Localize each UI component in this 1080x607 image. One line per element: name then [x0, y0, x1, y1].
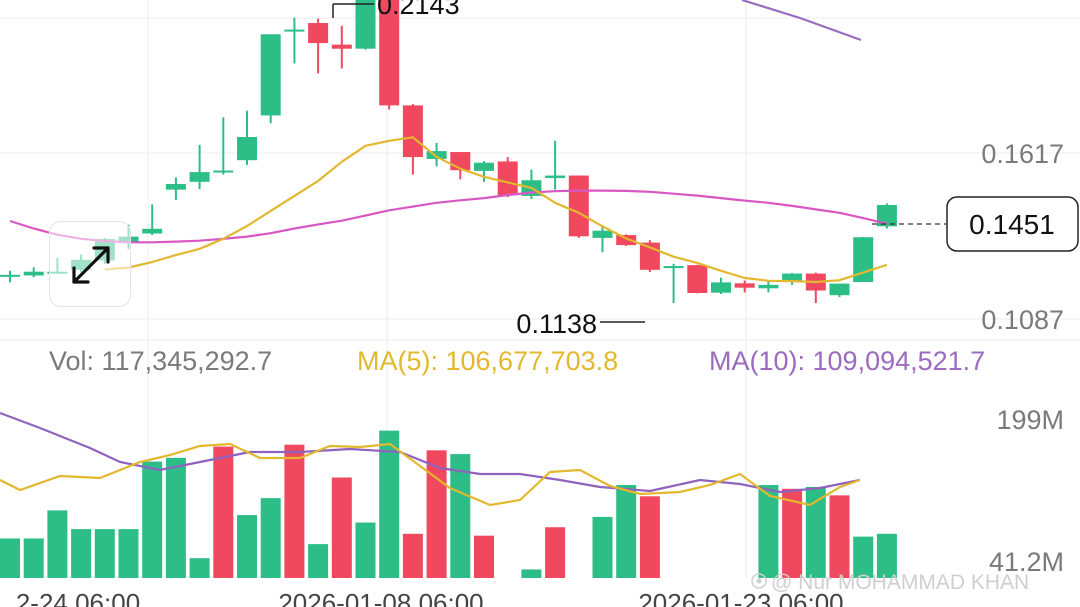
vol-ma5-info: MA(5): 106,677,703.8 — [357, 346, 618, 376]
ma5-line — [104, 136, 888, 284]
candle-body — [829, 283, 850, 296]
volume-bar — [47, 510, 68, 578]
volume-ma-layer — [0, 411, 861, 507]
candle-body — [379, 0, 400, 106]
volume-bar — [142, 461, 163, 578]
volume-bar — [94, 529, 115, 578]
candle-body — [426, 151, 447, 159]
ma-long-line — [741, 0, 862, 42]
volume-bar — [355, 522, 376, 578]
volume-bar — [118, 529, 139, 578]
candle-body — [687, 265, 708, 294]
candle-body — [331, 44, 352, 49]
moving-averages-layer — [9, 0, 888, 284]
volume-bar — [189, 558, 210, 578]
candle-body — [355, 0, 376, 49]
volume-bar — [782, 488, 803, 578]
volume-bar — [876, 533, 897, 578]
watermark: @ Nur MOHAMMAD KHAN — [751, 571, 1029, 594]
candle-body — [142, 228, 163, 234]
volume-tick-label: 199M — [996, 405, 1064, 435]
volume-bar — [829, 495, 850, 578]
time-tick-label: 2026-01-23 06:00 — [638, 588, 843, 607]
candle-body — [616, 235, 637, 246]
time-tick-label: 2-24 06:00 — [16, 588, 140, 607]
low-price-label: 0.1138 — [516, 309, 597, 339]
candle-body — [782, 273, 803, 282]
candle-body — [474, 162, 494, 171]
candle-body — [165, 184, 186, 190]
volume-bar — [237, 515, 257, 578]
volume-bar — [23, 538, 44, 578]
candle-body — [663, 266, 684, 269]
candle-body — [23, 271, 44, 276]
candle-body — [711, 282, 731, 293]
price-tick-label: 0.1617 — [981, 139, 1064, 169]
volume-bar — [853, 536, 874, 578]
volume-info: Vol: 117,345,292.7 — [49, 346, 272, 376]
volume-bar — [474, 535, 494, 578]
candle-body — [213, 170, 234, 173]
candle-body — [402, 105, 423, 158]
ma10-line — [9, 189, 888, 244]
low-marker: 0.1138 — [516, 309, 645, 339]
volume-bar — [308, 544, 329, 578]
time-tick-label: 2026-01-08 06:00 — [278, 588, 483, 607]
candle-body — [734, 283, 755, 288]
volume-bar — [805, 486, 826, 578]
candle-body — [497, 161, 518, 196]
volume-tick-label: 41.2M — [989, 547, 1064, 577]
volume-bar — [284, 444, 305, 578]
candle-body — [284, 29, 305, 32]
candle-body — [592, 230, 613, 238]
volume-bar — [165, 457, 186, 578]
volume-bar — [758, 485, 779, 578]
candle-body — [308, 23, 329, 44]
high-price-label: 0.2143 — [377, 0, 460, 20]
volume-bar — [616, 485, 637, 578]
volume-bar — [260, 498, 281, 578]
candle-body — [876, 204, 897, 227]
candle-body — [758, 284, 779, 289]
volume-bar — [71, 529, 92, 578]
volume-bar — [545, 527, 566, 578]
last-price-marker: 0.1451 — [872, 196, 1079, 252]
high-marker: 0.2143 — [332, 0, 460, 20]
price-axis: 0.1617 0.1087 — [981, 139, 1064, 335]
creator-badge-icon — [751, 573, 767, 589]
candle-body — [545, 175, 566, 179]
candle-body — [260, 34, 281, 116]
price-tick-label: 0.1087 — [981, 305, 1064, 335]
volume-bar — [331, 477, 352, 578]
candle-body — [189, 172, 210, 182]
volume-bars-layer — [0, 430, 897, 578]
watermark-text: @ Nur MOHAMMAD KHAN — [771, 571, 1029, 594]
expand-arrows-icon — [72, 246, 110, 284]
volume-bar — [521, 569, 542, 578]
volume-ma5-line — [0, 442, 861, 507]
volume-bar — [379, 430, 400, 578]
candle-body — [568, 175, 589, 237]
volume-bar — [0, 538, 20, 578]
candle-body — [0, 274, 20, 277]
candles-layer — [0, 0, 897, 304]
last-price-label: 0.1451 — [969, 209, 1055, 240]
candle-body — [237, 137, 257, 161]
volume-bar — [450, 454, 471, 578]
volume-bar — [639, 496, 660, 578]
vol-ma10-info: MA(10): 109,094,521.7 — [709, 346, 985, 376]
volume-bar — [592, 516, 613, 578]
volume-bar — [402, 533, 423, 578]
volume-bar — [213, 446, 234, 578]
expand-chart-button[interactable] — [49, 221, 131, 307]
